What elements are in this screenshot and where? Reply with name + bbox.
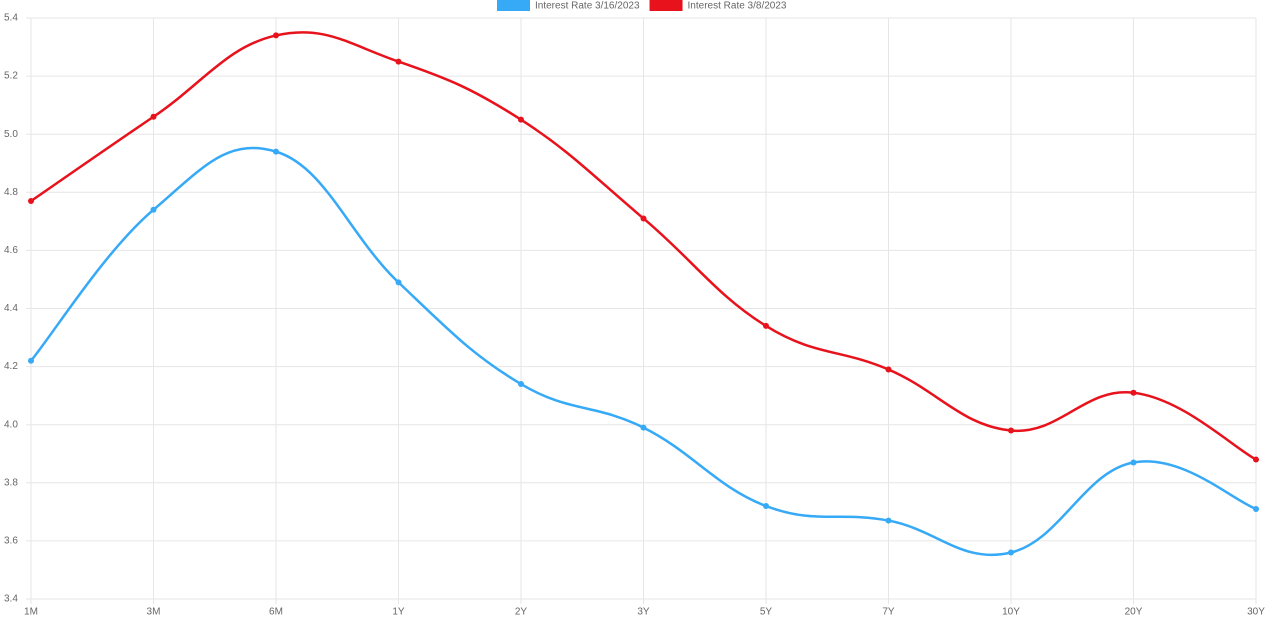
point[interactable] — [273, 148, 279, 155]
x-tick-label: 3Y — [637, 607, 650, 618]
x-tick-label: 7Y — [882, 607, 895, 618]
point[interactable] — [28, 357, 34, 364]
y-tick-label: 4.8 — [4, 187, 18, 198]
legend-label[interactable]: Interest Rate 3/16/2023 — [535, 1, 640, 12]
point[interactable] — [1008, 427, 1014, 434]
point[interactable] — [640, 215, 647, 222]
y-tick-label: 4.6 — [4, 245, 18, 256]
y-tick-label: 4.0 — [4, 419, 18, 430]
point[interactable] — [518, 381, 524, 388]
legend-label[interactable]: Interest Rate 3/8/2023 — [688, 1, 787, 12]
point[interactable] — [885, 366, 892, 373]
x-tick-label: 20Y — [1125, 607, 1143, 618]
legend-swatch[interactable] — [497, 0, 530, 11]
point[interactable] — [1253, 505, 1259, 512]
x-tick-label: 1Y — [392, 607, 405, 618]
point[interactable] — [1130, 389, 1137, 396]
x-tick-label: 1M — [24, 607, 38, 618]
point[interactable] — [763, 322, 769, 329]
x-tick-label: 10Y — [1002, 607, 1020, 618]
legend-swatch[interactable] — [649, 0, 683, 11]
point[interactable] — [518, 116, 524, 123]
x-tick-label: 6M — [269, 607, 283, 618]
y-tick-label: 5.0 — [4, 129, 18, 140]
x-tick-label: 5Y — [760, 607, 773, 618]
x-tick-label: 2Y — [515, 607, 528, 618]
y-tick-label: 4.2 — [4, 361, 18, 372]
point[interactable] — [1130, 459, 1137, 466]
point[interactable] — [395, 279, 402, 286]
point[interactable] — [150, 206, 157, 213]
y-tick-label: 3.6 — [4, 536, 18, 547]
point[interactable] — [395, 58, 402, 65]
y-tick-label: 5.4 — [4, 13, 18, 24]
point[interactable] — [150, 113, 157, 120]
point[interactable] — [1253, 456, 1259, 463]
point[interactable] — [763, 503, 769, 510]
x-tick-label: 30Y — [1247, 607, 1265, 618]
x-tick-label: 3M — [147, 607, 161, 618]
point[interactable] — [885, 517, 892, 524]
point[interactable] — [1008, 549, 1014, 556]
line — [30, 146, 1257, 557]
point[interactable] — [28, 198, 34, 205]
y-tick-label: 5.2 — [4, 71, 18, 82]
point[interactable] — [273, 32, 279, 39]
y-tick-label: 3.4 — [4, 594, 18, 605]
point[interactable] — [640, 424, 647, 431]
y-tick-label: 3.8 — [4, 477, 18, 488]
y-tick-label: 4.4 — [4, 303, 18, 314]
